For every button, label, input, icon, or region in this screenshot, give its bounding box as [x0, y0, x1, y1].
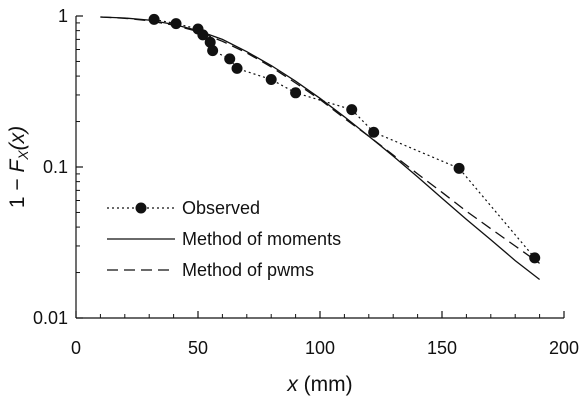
- y-axis-argument: (x): [6, 126, 29, 151]
- legend-label-method-of-pwms: Method of pwms: [182, 260, 314, 280]
- data-point-observed: [453, 162, 465, 174]
- x-tick-label: 50: [188, 338, 208, 358]
- legend-marker-observed: [135, 202, 147, 214]
- y-tick-label: 0.01: [33, 308, 68, 328]
- x-tick-label: 200: [549, 338, 579, 358]
- data-point-observed: [197, 29, 209, 41]
- x-tick-label: 100: [305, 338, 335, 358]
- x-axis-unit: (mm): [298, 373, 353, 396]
- y-axis-function: F: [6, 159, 29, 173]
- legend-label-method-of-moments: Method of moments: [182, 229, 341, 249]
- legend-label-observed: Observed: [182, 198, 260, 218]
- data-point-observed: [231, 62, 243, 74]
- data-point-observed: [368, 126, 380, 138]
- data-point-observed: [224, 53, 236, 65]
- series-line-method-of-pwms: [100, 16, 540, 264]
- data-point-observed: [265, 73, 277, 85]
- data-point-observed: [290, 87, 302, 99]
- y-axis-title: 1 − FX(x): [6, 126, 31, 208]
- x-axis-title: x (mm): [286, 373, 352, 396]
- y-tick-label: 0.1: [43, 157, 68, 177]
- data-point-observed: [529, 252, 541, 264]
- y-tick-label: 1: [58, 6, 68, 26]
- data-point-observed: [170, 18, 182, 30]
- y-axis-prefix: 1 −: [6, 173, 29, 209]
- x-axis-variable: x: [286, 373, 299, 396]
- legend: Observed Method of moments Method of pwms: [107, 198, 341, 280]
- x-tick-label: 0: [71, 338, 81, 358]
- y-axis-subscript: X: [15, 150, 31, 161]
- data-point-observed: [207, 45, 219, 57]
- x-tick-label: 150: [427, 338, 457, 358]
- axes-group: 0 50 100 150 200 0.01 0.1 1: [33, 6, 579, 358]
- data-point-observed: [346, 104, 358, 116]
- data-point-observed: [204, 36, 216, 48]
- data-point-observed: [148, 13, 160, 25]
- series-group: [100, 13, 541, 281]
